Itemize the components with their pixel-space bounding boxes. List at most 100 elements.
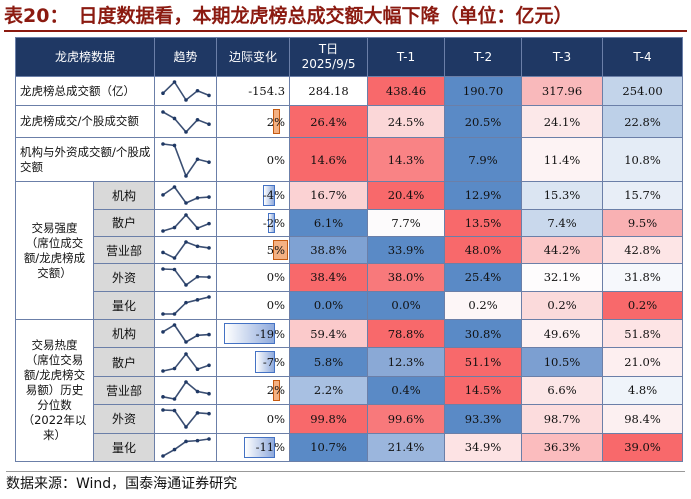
- value-cell: 38.0%: [367, 263, 446, 292]
- sub-label: 外资: [92, 263, 156, 292]
- margin-value: 2%: [266, 383, 286, 398]
- value-cell: 48.0%: [444, 235, 523, 265]
- margin-bar: [267, 212, 275, 233]
- trend-sparkline: [154, 181, 218, 210]
- margin-change: -2%: [216, 208, 291, 237]
- table-row: 交易热度 （席位交易 额/龙虎榜交 易额）历史 分位数 （2022年以 来） 机构…: [15, 318, 684, 463]
- header-t2: T-2: [444, 37, 523, 77]
- sparkline-line: [162, 241, 209, 260]
- table-row: 交易强度 （席位成交 额/龙虎榜成 交额） 机构 -4% 16.7% 20.4% 12.9…: [15, 181, 684, 320]
- value-cell: 98.7%: [521, 404, 604, 434]
- trend-sparkline: [154, 75, 218, 107]
- sparkline-line: [162, 352, 209, 372]
- value-cell: 59.4%: [289, 318, 369, 349]
- value-cell: 25.4%: [444, 263, 523, 292]
- sparkline-point: [183, 212, 188, 217]
- sparkline-point: [183, 340, 188, 344]
- margin-change: 0%: [216, 404, 291, 434]
- margin-bar: [273, 379, 281, 402]
- trend-sparkline: [154, 263, 218, 292]
- trend-sparkline: [154, 318, 218, 349]
- margin-change: 0%: [216, 136, 291, 183]
- sparkline-point: [206, 159, 211, 164]
- sparkline-point: [195, 275, 199, 279]
- margin-change: 0%: [216, 263, 291, 292]
- margin-change: -19%: [216, 318, 291, 349]
- trend-sparkline: [154, 347, 218, 377]
- header-trend: 趋势: [154, 37, 218, 77]
- group-label: 交易强度 （席位成交 额/龙虎榜成 交额）: [15, 181, 94, 320]
- sparkline-line: [162, 142, 209, 178]
- sparkline-point: [206, 391, 211, 396]
- table-row: 散户 -7% 5.8% 12.3% 51.1% 10.5% 21.0%: [16, 347, 684, 377]
- sparkline-point: [160, 408, 165, 413]
- trend-sparkline: [154, 432, 218, 462]
- trend-sparkline: [154, 375, 218, 406]
- sparkline-point: [195, 389, 199, 394]
- sparkline-point: [195, 411, 199, 415]
- margin-value: -11%: [255, 440, 286, 455]
- sparkline-line: [162, 324, 209, 344]
- value-cell: 284.18: [289, 75, 369, 107]
- trend-sparkline: [154, 235, 218, 265]
- value-cell: 24.5%: [367, 105, 446, 138]
- value-cell: 0.0%: [289, 290, 369, 320]
- trend-sparkline: [154, 136, 218, 183]
- margin-change: -11%: [216, 432, 291, 462]
- table-row: 量化 -11% 10.7% 21.4% 34.9% 36.3% 39.0%: [16, 432, 684, 462]
- sparkline-point: [183, 129, 188, 134]
- value-cell: 99.6%: [367, 404, 446, 434]
- data-source: 数据来源：Wind，国泰海通证券研究: [6, 471, 685, 498]
- value-cell: 26.4%: [289, 105, 369, 138]
- sparkline-point: [195, 117, 199, 122]
- value-cell: 78.8%: [367, 318, 446, 349]
- value-cell: 51.8%: [602, 318, 684, 349]
- sparkline-point: [195, 297, 199, 302]
- sub-label: 机构: [92, 318, 156, 349]
- sub-label: 散户: [92, 208, 156, 237]
- sub-label: 量化: [92, 432, 156, 462]
- value-cell: 190.70: [444, 75, 523, 107]
- margin-bar: [273, 239, 289, 261]
- sparkline-point: [206, 93, 211, 98]
- sparkline-point: [172, 256, 176, 260]
- sparkline-line: [162, 295, 209, 315]
- sparkline-point: [160, 330, 165, 334]
- sparkline-point: [172, 447, 176, 452]
- sparkline-point: [172, 116, 176, 120]
- value-cell: 9.5%: [602, 208, 684, 237]
- header-t1: T-1: [367, 37, 446, 77]
- trend-sparkline: [154, 105, 218, 138]
- margin-bar: [244, 436, 275, 458]
- sparkline-point: [183, 201, 188, 206]
- value-cell: 21.4%: [367, 432, 446, 462]
- value-cell: 31.8%: [602, 263, 684, 292]
- sparkline-point: [206, 294, 211, 299]
- sparkline-point: [172, 323, 176, 327]
- margin-value: 0%: [266, 152, 286, 167]
- sparkline-point: [195, 157, 199, 161]
- sparkline-point: [183, 240, 188, 244]
- table-row: 营业部 2% 2.2% 0.4% 14.5% 6.6% 4.8%: [16, 375, 684, 406]
- value-cell: 15.7%: [602, 181, 684, 210]
- value-cell: 38.4%: [289, 263, 369, 292]
- table-row: 营业部 5% 38.8% 33.9% 48.0% 44.2% 42.8%: [16, 235, 684, 265]
- sparkline-point: [183, 380, 188, 384]
- value-cell: 21.0%: [602, 347, 684, 377]
- sparkline-point: [160, 453, 165, 458]
- sparkline-point: [172, 268, 176, 272]
- value-cell: 6.1%: [289, 208, 369, 237]
- sub-label: 营业部: [92, 375, 156, 406]
- sparkline-point: [160, 91, 165, 96]
- value-cell: 10.7%: [289, 432, 369, 462]
- margin-value: 0%: [266, 298, 286, 313]
- value-cell: 7.4%: [521, 208, 604, 237]
- sparkline-point: [206, 195, 211, 200]
- header-name: 龙虎榜数据: [14, 37, 156, 77]
- margin-change: -7%: [216, 347, 291, 377]
- value-cell: 10.8%: [602, 136, 684, 183]
- margin-change: -154.3: [216, 75, 291, 107]
- sparkline-point: [172, 225, 176, 230]
- sparkline-point: [183, 425, 188, 430]
- dragon-tiger-table: 龙虎榜数据 趋势 边际变化 T日 2025/9/5 T-1 T-2 T-3 T-…: [14, 37, 684, 463]
